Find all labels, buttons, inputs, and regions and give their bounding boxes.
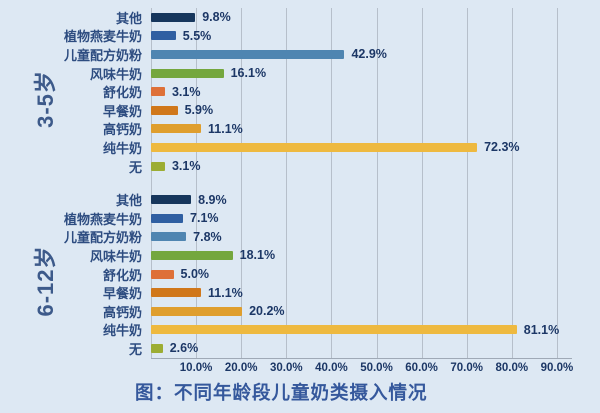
- group-label: 3-5岁: [33, 69, 58, 128]
- bar: [151, 105, 178, 115]
- bar: [151, 325, 517, 335]
- category-label: 儿童配方奶粉: [63, 230, 142, 246]
- bar-value-label: 11.1%: [208, 285, 243, 300]
- bar-value-label: 42.9%: [351, 47, 387, 62]
- category-label: 高钙奶: [102, 122, 142, 138]
- bar: [151, 31, 176, 41]
- bar-row: 无 3.1%: [0, 157, 600, 176]
- x-tick-label: 70.0%: [450, 362, 483, 374]
- x-tick-label: 30.0%: [269, 362, 303, 374]
- category-label: 风味牛奶: [89, 248, 142, 264]
- bar-row: 植物燕麦牛奶 5.5%: [0, 27, 600, 46]
- x-tick-label: 60.0%: [405, 362, 438, 374]
- bar: [151, 12, 196, 22]
- bar-value-label: 5.0%: [180, 267, 210, 282]
- gridline: [376, 8, 378, 358]
- bar-value-label: 5.9%: [184, 103, 214, 118]
- category-label: 纯牛奶: [102, 140, 142, 156]
- x-tick-label: 90.0%: [540, 362, 574, 374]
- bar: [151, 68, 224, 78]
- bar-row: 风味牛奶 18.1%: [0, 246, 600, 265]
- x-tick-label: 10.0%: [179, 362, 213, 374]
- category-label: 无: [128, 341, 142, 357]
- bar: [151, 124, 202, 134]
- bar-value-label: 2.6%: [169, 341, 199, 356]
- category-label: 舒化奶: [102, 267, 142, 283]
- x-tick-label: 80.0%: [495, 362, 529, 374]
- bar: [151, 161, 165, 171]
- bar-row: 早餐奶 11.1%: [0, 283, 600, 302]
- group-label: 6-12岁: [33, 245, 58, 317]
- x-tick-label: 50.0%: [360, 362, 393, 374]
- gridline: [196, 8, 198, 358]
- bar: [151, 87, 165, 97]
- category-label: 无: [128, 159, 142, 175]
- category-label: 儿童配方奶粉: [63, 47, 142, 63]
- bar-value-label: 3.1%: [171, 84, 201, 99]
- category-label: 早餐奶: [102, 103, 142, 119]
- bar-value-label: 8.9%: [198, 192, 227, 207]
- bar-row: 高钙奶 11.1%: [0, 120, 600, 139]
- bar-row: 儿童配方奶粉 42.9%: [0, 45, 600, 64]
- category-label: 植物燕麦牛奶: [63, 29, 142, 45]
- gridline: [331, 8, 333, 358]
- bar-row: 舒化奶 3.1%: [0, 82, 600, 101]
- gridline: [286, 8, 288, 358]
- bar: [151, 250, 233, 260]
- bar-row: 风味牛奶 16.1%: [0, 64, 600, 83]
- bar: [151, 195, 192, 205]
- chart-caption: 图：不同年龄段儿童奶类摄入情况: [135, 382, 428, 403]
- bar-value-label: 9.8%: [202, 10, 231, 25]
- category-label: 纯牛奶: [102, 323, 142, 339]
- bar-row: 纯牛奶 72.3%: [0, 138, 600, 157]
- y-axis-line: [151, 8, 152, 358]
- bar: [151, 213, 184, 223]
- bar-value-label: 81.1%: [523, 322, 560, 337]
- bar-value-label: 7.8%: [193, 229, 222, 244]
- x-axis-line: [151, 357, 572, 359]
- bar-row: 植物燕麦牛奶 7.1%: [0, 209, 600, 228]
- category-label: 风味牛奶: [89, 66, 142, 82]
- category-label: 其他: [115, 193, 142, 209]
- gridline: [421, 8, 423, 358]
- bar-value-label: 3.1%: [171, 159, 201, 174]
- category-label: 植物燕麦牛奶: [63, 211, 142, 227]
- bar-row: 其他 8.9%: [0, 190, 600, 209]
- category-label: 高钙奶: [102, 304, 142, 320]
- bar: [151, 49, 345, 59]
- bar-row: 其他 9.8%: [0, 8, 600, 27]
- bar-value-label: 16.1%: [230, 66, 267, 81]
- category-label: 早餐奶: [102, 286, 142, 302]
- bar: [151, 306, 243, 316]
- bar-value-label: 20.2%: [249, 304, 285, 319]
- bar: [151, 288, 202, 298]
- bar: [151, 269, 174, 279]
- gridline: [511, 8, 513, 358]
- gridline: [466, 8, 468, 358]
- bar-row: 无 2.6%: [0, 339, 600, 358]
- bar-row: 儿童配方奶粉 7.8%: [0, 228, 600, 247]
- category-label: 舒化奶: [102, 85, 142, 101]
- x-tick-label: 20.0%: [224, 362, 258, 374]
- bar-value-label: 72.3%: [484, 140, 520, 155]
- bar: [151, 232, 187, 242]
- bar-row: 早餐奶 5.9%: [0, 101, 600, 120]
- bar-value-label: 18.1%: [239, 248, 276, 263]
- bar-value-label: 11.1%: [208, 121, 243, 136]
- bar-row: 纯牛奶 81.1%: [0, 321, 600, 340]
- bar-value-label: 5.5%: [182, 28, 212, 43]
- bar-value-label: 7.1%: [190, 211, 219, 226]
- category-label: 其他: [115, 10, 142, 26]
- gridline: [556, 8, 558, 358]
- bar-row: 舒化奶 5.0%: [0, 265, 600, 284]
- x-tick-label: 40.0%: [315, 362, 348, 374]
- gridline: [241, 8, 243, 358]
- bar: [151, 142, 478, 152]
- bar: [151, 343, 163, 353]
- bar-row: 高钙奶 20.2%: [0, 302, 600, 321]
